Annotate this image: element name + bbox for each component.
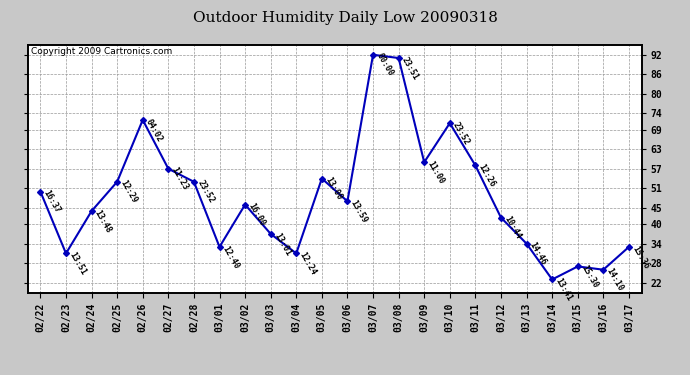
Text: 14:10: 14:10 (604, 267, 625, 293)
Text: 11:00: 11:00 (426, 159, 446, 186)
Text: 23:51: 23:51 (400, 55, 420, 81)
Text: Copyright 2009 Cartronics.com: Copyright 2009 Cartronics.com (30, 48, 172, 57)
Text: 23:52: 23:52 (451, 120, 471, 147)
Text: 14:46: 14:46 (528, 241, 549, 267)
Text: 12:24: 12:24 (297, 251, 318, 277)
Text: 13:59: 13:59 (349, 198, 369, 225)
Text: 16:37: 16:37 (42, 189, 62, 215)
Text: Outdoor Humidity Daily Low 20090318: Outdoor Humidity Daily Low 20090318 (193, 11, 497, 25)
Text: 13:00: 13:00 (323, 176, 344, 202)
Text: 13:41: 13:41 (553, 277, 574, 303)
Text: 23:52: 23:52 (195, 179, 215, 205)
Text: 11:23: 11:23 (170, 166, 190, 192)
Text: 10:44: 10:44 (502, 215, 522, 241)
Text: 04:02: 04:02 (144, 117, 164, 143)
Text: 13:01: 13:01 (272, 231, 293, 257)
Text: 16:00: 16:00 (246, 202, 267, 228)
Text: 12:40: 12:40 (221, 244, 242, 270)
Text: 12:26: 12:26 (477, 163, 497, 189)
Text: 15:36: 15:36 (630, 244, 651, 270)
Text: 00:00: 00:00 (375, 52, 395, 78)
Text: 13:48: 13:48 (93, 208, 113, 234)
Text: 15:30: 15:30 (579, 264, 600, 290)
Text: 12:29: 12:29 (119, 179, 139, 205)
Text: 13:51: 13:51 (68, 251, 88, 277)
